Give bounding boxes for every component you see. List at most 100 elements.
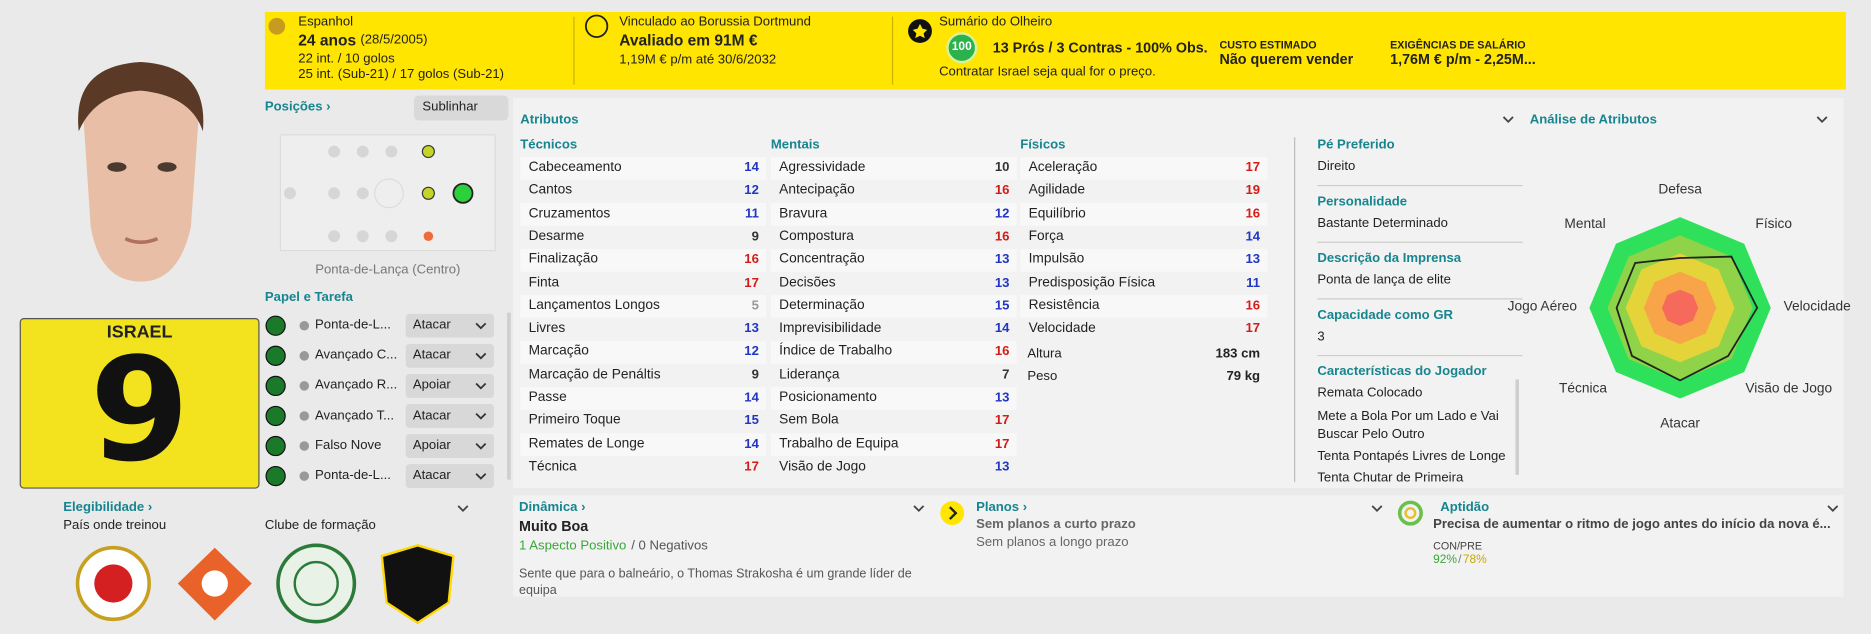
fitness-icon (1404, 507, 1417, 520)
radar-label: Físico (1755, 216, 1793, 232)
value: Avaliado em 91M € (619, 31, 758, 50)
info-value: Bastante Determinado (1317, 215, 1448, 231)
role: Ponta-de-L... (315, 317, 391, 333)
attribute-name: Agressividade (779, 160, 866, 175)
duty[interactable]: Apoiar (412, 378, 451, 393)
chevron (475, 443, 487, 450)
attribute-value: 14 (994, 321, 1010, 336)
duty-dropdown[interactable] (405, 464, 495, 489)
duty[interactable]: Apoiar (412, 438, 451, 453)
attribute-value: 11 (745, 206, 759, 221)
attribute-value: 13 (994, 275, 1010, 290)
attribute-name: Marcação de Penáltis (528, 367, 661, 382)
attribute-name: Índice de Trabalho (779, 344, 893, 359)
radar-label: Velocidade (1783, 299, 1851, 314)
attribute-name: Decisões (779, 275, 836, 290)
attribute-value: 17 (994, 436, 1010, 452)
cost: Não querem vender (1219, 51, 1354, 68)
position: Ponta-de-Lança (Centro) (315, 262, 461, 278)
attribute-value: 16 (994, 229, 1010, 244)
attribute-value: 12 (994, 206, 1010, 221)
duty[interactable]: Atacar (412, 468, 451, 483)
attribute-name: Cruzamentos (528, 206, 611, 221)
attribute-value: 19 (1245, 183, 1261, 198)
row-bg (770, 202, 1017, 226)
highlight-button[interactable]: Sublinhar (422, 99, 478, 114)
attribute-value: 13 (994, 252, 1010, 267)
chevron[interactable] (457, 505, 1839, 512)
scrollbar[interactable] (507, 312, 511, 480)
duty-dropdown[interactable] (405, 343, 495, 368)
attribute-name: Determinação (779, 298, 865, 313)
contract: 1,19M € p/m até 30/6/2032 (619, 52, 777, 68)
row-bg (520, 156, 767, 180)
attribute-name: Compostura (779, 229, 854, 244)
fitness-note: Precisa de aumentar o ritmo de jogo ante… (1433, 517, 1831, 532)
attribute-name: Resistência (1028, 298, 1100, 313)
fitness-title: Aptidão (1440, 500, 1490, 515)
logos (75, 543, 455, 625)
dynamics-link[interactable]: Dinâmica › (519, 500, 586, 515)
row-bg (770, 249, 1017, 272)
trained-label: País onde treinou (63, 518, 167, 533)
duty-dropdown[interactable] (405, 404, 495, 428)
attribute-value: 13 (994, 390, 1010, 405)
scout-advice: Contratar Israel seja qual for o preço. (939, 64, 1156, 80)
role: Ponta-de-L... (315, 468, 391, 483)
row-bg (520, 341, 767, 364)
attribute-value: 11 (1246, 275, 1261, 290)
attribute-name: Passe (528, 390, 567, 405)
scout-summary: 13 Prós / 3 Contras - 100% Obs. (992, 39, 1208, 56)
duty[interactable]: Atacar (412, 317, 451, 333)
row-bg (1020, 156, 1268, 180)
info-icon (299, 381, 310, 391)
attribute-name: Trabalho de Equipa (779, 436, 899, 451)
chevron (475, 473, 487, 480)
attribute-value: 13 (994, 459, 1010, 475)
plans-short: Sem planos a curto prazo (976, 517, 1136, 532)
role-icon (265, 405, 286, 427)
highlight-button[interactable] (414, 95, 509, 121)
attribute-name: Visão de Jogo (779, 459, 866, 474)
duty-dropdown[interactable] (405, 434, 495, 458)
chevron (475, 382, 487, 390)
role: Avançado T... (315, 408, 395, 423)
dynamics-rating: Muito Boa (519, 517, 589, 535)
shirt-panel (19, 317, 260, 489)
info-label: Capacidade como GR (1317, 307, 1454, 323)
duty[interactable]: Atacar (412, 408, 451, 423)
info-icon (299, 471, 310, 481)
attribute-value: 14 (744, 390, 759, 405)
row-bg (770, 156, 1017, 180)
plans-link[interactable]: Planos › (976, 500, 1028, 515)
attribute-value: 5 (751, 298, 759, 313)
duty-dropdown[interactable] (405, 373, 495, 398)
roles-title: Papel e Tarefa (264, 290, 353, 305)
attribute-name: Primeiro Toque (528, 413, 621, 428)
positions-link[interactable]: Posições › (264, 99, 331, 114)
duty[interactable]: Atacar (412, 347, 451, 363)
attribute-name: Aceleração (1028, 160, 1098, 175)
info-icon (299, 351, 310, 361)
attribute-value: 7 (1002, 367, 1010, 382)
radar-label: Defesa (1658, 182, 1702, 198)
eligibility-link[interactable]: Elegibilidade › (63, 500, 153, 515)
attribute-value: 16 (994, 344, 1010, 359)
caps: 22 int. / 10 golos (298, 51, 395, 67)
attribute-value: 16 (744, 252, 759, 267)
scrollbar[interactable] (1515, 379, 1519, 475)
attribute-name: Velocidade (1028, 321, 1096, 336)
wage: 1,76M € p/m - 2,25M... (1390, 51, 1536, 68)
fitness-label: CON/PRE (1433, 540, 1483, 552)
duty-dropdown[interactable] (405, 313, 495, 338)
attribute-name: Livres (528, 321, 566, 336)
attribute-name: Impulsão (1028, 252, 1085, 267)
chevron[interactable] (1502, 116, 1828, 123)
attribute-name: Força (1028, 229, 1064, 244)
attributes-title: Atributos (520, 112, 579, 127)
radar-label: Visão de Jogo (1745, 382, 1833, 397)
attribute-value: 12 (744, 344, 759, 359)
header-bar (264, 11, 1846, 90)
row-bg (520, 387, 767, 410)
